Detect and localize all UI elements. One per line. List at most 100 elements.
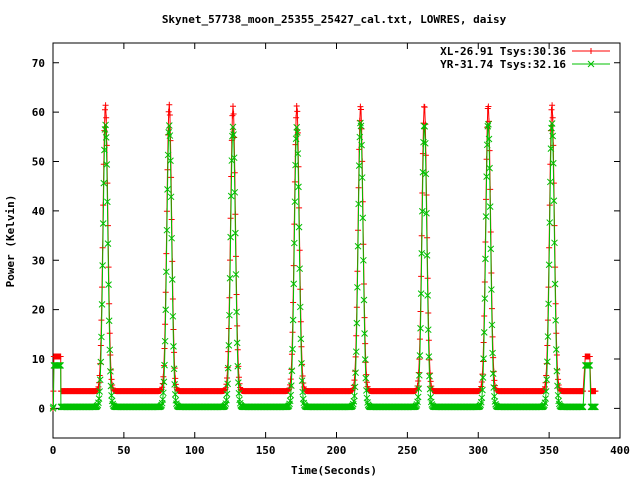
data-point bbox=[351, 392, 358, 400]
data-point bbox=[485, 135, 493, 143]
data-point bbox=[163, 226, 171, 234]
data-point bbox=[424, 292, 432, 299]
data-point bbox=[483, 141, 491, 149]
data-point bbox=[229, 103, 236, 110]
data-point bbox=[357, 103, 364, 110]
data-point bbox=[542, 395, 549, 402]
x-tick-label: 300 bbox=[468, 444, 488, 457]
data-point bbox=[361, 356, 369, 363]
data-point bbox=[352, 348, 360, 356]
data-point bbox=[480, 328, 488, 336]
data-point bbox=[160, 373, 167, 380]
data-point bbox=[542, 388, 550, 395]
data-point bbox=[358, 141, 365, 149]
data-point bbox=[170, 365, 178, 373]
data-point bbox=[295, 223, 303, 231]
data-point bbox=[547, 145, 555, 153]
data-point bbox=[418, 207, 426, 215]
y-tick-label: 30 bbox=[32, 254, 45, 267]
data-point bbox=[227, 233, 234, 241]
data-point bbox=[101, 106, 108, 113]
series-line bbox=[52, 104, 596, 409]
data-point bbox=[426, 372, 433, 380]
data-point bbox=[415, 385, 423, 392]
x-tick-label: 200 bbox=[327, 444, 347, 457]
data-point bbox=[103, 114, 110, 121]
data-point bbox=[554, 391, 562, 399]
data-point bbox=[479, 386, 486, 394]
data-point bbox=[57, 362, 65, 369]
data-point bbox=[478, 394, 486, 402]
data-point bbox=[549, 159, 557, 167]
data-point bbox=[491, 382, 498, 389]
data-point bbox=[422, 170, 430, 178]
data-point bbox=[50, 403, 57, 411]
series-layer bbox=[49, 101, 599, 412]
data-point bbox=[166, 132, 174, 139]
data-point bbox=[543, 376, 551, 383]
data-point bbox=[592, 403, 599, 411]
data-point bbox=[555, 376, 562, 383]
data-point bbox=[354, 283, 361, 291]
data-point bbox=[293, 103, 300, 110]
data-point bbox=[552, 346, 560, 353]
data-point bbox=[349, 402, 357, 409]
data-point bbox=[551, 280, 559, 288]
data-point bbox=[105, 317, 113, 325]
data-point bbox=[160, 378, 168, 386]
data-point bbox=[230, 154, 238, 162]
data-point bbox=[224, 380, 231, 388]
data-point bbox=[549, 102, 556, 109]
data-point bbox=[96, 376, 104, 384]
data-point bbox=[95, 383, 102, 390]
data-point bbox=[362, 387, 370, 394]
data-point bbox=[424, 326, 432, 334]
data-point bbox=[300, 380, 307, 387]
data-point bbox=[225, 342, 233, 349]
data-point bbox=[488, 321, 496, 329]
data-point bbox=[95, 395, 103, 403]
data-point bbox=[299, 388, 307, 396]
y-tick-label: 0 bbox=[38, 402, 45, 415]
data-point bbox=[164, 185, 171, 193]
data-point bbox=[482, 213, 490, 220]
data-point bbox=[355, 162, 363, 169]
x-tick-label: 350 bbox=[539, 444, 559, 457]
data-point bbox=[223, 390, 231, 398]
data-point bbox=[354, 242, 362, 250]
data-point bbox=[481, 295, 489, 302]
data-point bbox=[98, 301, 106, 308]
data-point bbox=[235, 374, 242, 381]
data-point bbox=[102, 134, 110, 141]
data-point bbox=[294, 108, 301, 115]
data-point bbox=[221, 387, 228, 394]
data-point bbox=[358, 174, 366, 181]
data-point bbox=[546, 219, 554, 226]
data-point bbox=[357, 122, 365, 130]
data-point bbox=[99, 220, 107, 227]
data-point bbox=[549, 132, 557, 140]
data-point bbox=[234, 362, 242, 370]
data-point bbox=[106, 367, 114, 375]
data-point bbox=[357, 106, 364, 113]
y-tick-label: 20 bbox=[32, 304, 45, 317]
x-tick-label: 100 bbox=[185, 444, 205, 457]
data-point bbox=[165, 122, 173, 129]
data-point bbox=[425, 353, 433, 360]
data-point bbox=[553, 367, 561, 375]
y-tick-label: 50 bbox=[32, 156, 45, 169]
data-point bbox=[290, 239, 298, 247]
data-point bbox=[296, 265, 304, 273]
data-point bbox=[107, 382, 115, 390]
chart-title: Skynet_57738_moon_25355_25427_cal.txt, L… bbox=[162, 13, 507, 26]
data-point bbox=[541, 383, 548, 390]
data-point bbox=[479, 374, 487, 381]
data-point bbox=[415, 378, 422, 385]
legend-marker bbox=[588, 48, 594, 54]
data-point bbox=[486, 164, 493, 172]
x-tick-label: 0 bbox=[50, 444, 57, 457]
data-point bbox=[287, 382, 295, 389]
data-point bbox=[168, 234, 176, 242]
data-point bbox=[552, 316, 560, 324]
